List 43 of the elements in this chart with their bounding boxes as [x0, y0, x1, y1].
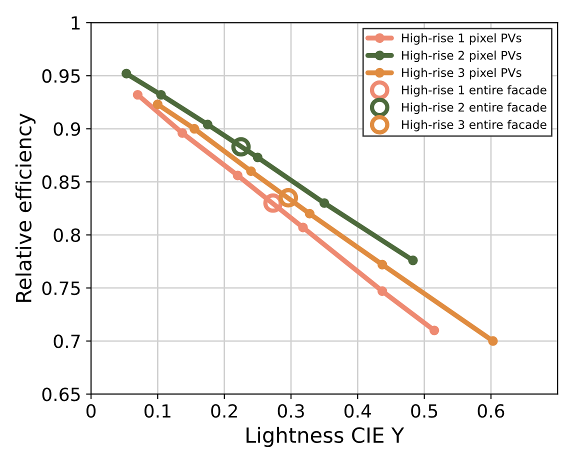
y-tick-label: 0.7 — [54, 334, 80, 348]
legend-label: High-rise 2 entire facade — [402, 102, 546, 114]
point — [298, 222, 308, 232]
y-tick-label: 0.9 — [54, 122, 80, 136]
point — [177, 128, 188, 138]
point — [189, 124, 200, 134]
point — [132, 90, 143, 100]
point — [152, 100, 163, 110]
y-axis-title: Relative efficiency — [15, 114, 36, 302]
x-axis-title: Lightness CIE Y — [246, 426, 404, 448]
point — [408, 256, 418, 266]
legend-label: High-rise 2 pixel PVs — [402, 50, 522, 62]
point — [246, 166, 256, 176]
y-tick-label: 0.85 — [42, 175, 80, 189]
legend-label: High-rise 3 pixel PVs — [402, 68, 522, 80]
point — [429, 326, 440, 336]
x-tick-label: 0.3 — [278, 404, 304, 418]
x-tick-label: 0.6 — [478, 404, 504, 418]
point — [278, 188, 298, 208]
point — [377, 260, 388, 270]
legend-label: High-rise 3 entire facade — [402, 120, 546, 132]
x-tick-label: 0.1 — [144, 404, 170, 418]
x-tick-label: 0.4 — [344, 404, 371, 418]
point — [122, 68, 132, 78]
y-tick-label: 1 — [72, 16, 80, 30]
point — [156, 90, 166, 100]
point — [231, 137, 251, 157]
x-tick-label: 0 — [86, 404, 96, 418]
y-tick-label: 0.95 — [42, 69, 80, 83]
point — [252, 152, 263, 162]
legend-label: High-rise 1 entire facade — [402, 85, 546, 97]
point — [377, 286, 388, 296]
x-tick-label: 0.5 — [411, 404, 438, 418]
point — [232, 170, 243, 180]
y-tick-label: 0.8 — [54, 228, 80, 242]
y-tick-label: 0.65 — [42, 388, 80, 402]
point — [319, 198, 330, 208]
point — [304, 208, 315, 219]
point — [488, 336, 498, 346]
legend-label: High-rise 1 pixel PVs — [402, 33, 522, 45]
x-tick-label: 0.2 — [211, 404, 237, 418]
y-tick-label: 0.75 — [42, 281, 80, 296]
point — [202, 120, 213, 130]
